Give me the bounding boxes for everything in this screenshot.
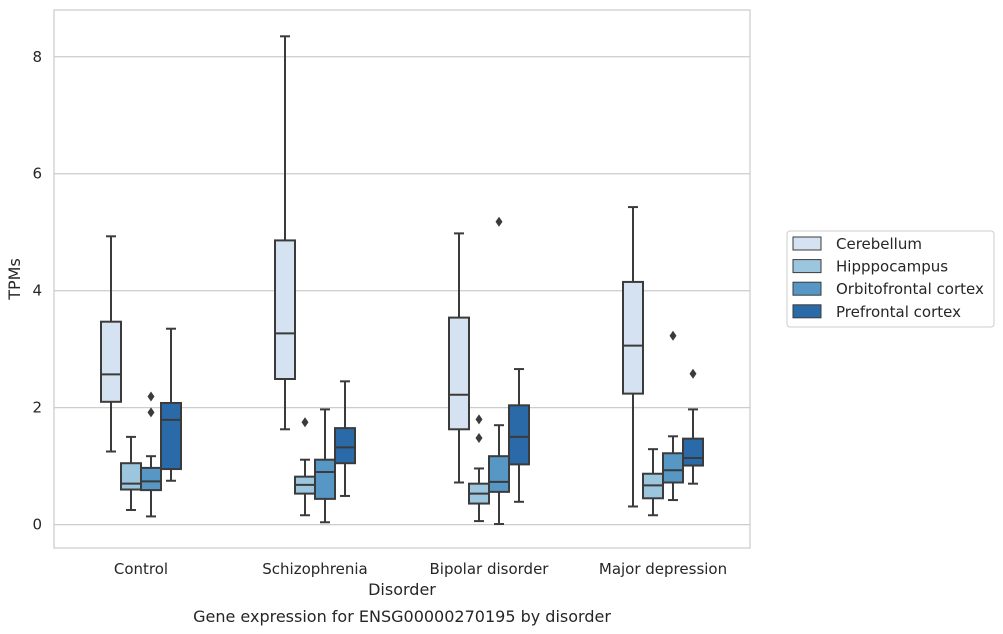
box-4-3 [508,368,530,503]
box-4-2 [334,380,356,497]
box-2-1 [120,435,142,511]
x-axis-title: Disorder [368,580,436,599]
legend-swatch [792,281,822,296]
box-body [622,280,644,395]
box-body [314,458,336,500]
y-axis-title: TPMs [5,258,24,301]
outlier-marker [475,414,483,425]
x-tick-label: Major depression [599,560,727,578]
legend-label: Hipppocampus [836,258,948,276]
outlier-marker [147,391,155,402]
legend-label: Cerebellum [836,235,922,253]
box-3-4 [662,330,684,502]
y-tick-label: 0 [32,516,42,534]
legend-label: Prefrontal cortex [836,303,961,321]
legend-swatch [792,304,822,319]
y-tick-label: 4 [32,282,42,300]
legend-swatch [792,236,822,251]
box-2-4 [642,448,664,517]
box-3-3 [488,216,510,526]
legend-swatch [792,259,822,274]
box-1-4 [622,206,644,508]
box-body [140,466,162,492]
x-tick-label: Schizophrenia [262,560,367,578]
x-tick-label: Bipolar disorder [430,560,550,578]
grid-lines [54,56,750,526]
y-tick-label: 2 [32,399,42,417]
y-tick-labels: 0 2 4 6 8 [32,48,42,534]
box-1-1 [100,235,122,453]
box-4-4 [682,368,704,485]
outlier-marker [669,330,677,341]
box-body [508,404,530,466]
outlier-marker [495,216,503,227]
y-tick-label: 6 [32,165,42,183]
box-body [448,316,470,431]
box-body [488,455,510,493]
box-3-2 [314,408,336,524]
box-body [274,239,296,380]
outlier-marker [475,433,483,444]
box-2-2 [294,417,316,517]
box-body [160,401,182,471]
box-body [120,462,142,491]
chart-caption: Gene expression for ENSG00000270195 by d… [193,607,611,626]
legend: Cerebellum Hipppocampus Orbitofrontal cort… [786,230,995,328]
box-body [682,437,704,467]
legend-label: Orbitofrontal cortex [836,280,984,298]
y-tick-label: 8 [32,48,42,66]
outlier-marker [689,368,697,379]
box-1-3 [448,232,470,484]
box-1-2 [274,35,296,431]
box-body [334,427,356,465]
outlier-marker [147,407,155,418]
box-body [662,452,684,484]
plot-area-frame [53,9,751,549]
boxes [100,35,704,526]
x-tick-labels: Control Schizophrenia Bipolar disorder Majo… [114,560,727,578]
legend-frame [786,230,995,328]
box-2-3 [468,414,490,523]
outlier-marker [301,417,309,428]
box-body [100,320,122,403]
x-tick-label: Control [114,560,168,578]
box-3-1 [140,391,162,518]
box-4-1 [160,327,182,482]
